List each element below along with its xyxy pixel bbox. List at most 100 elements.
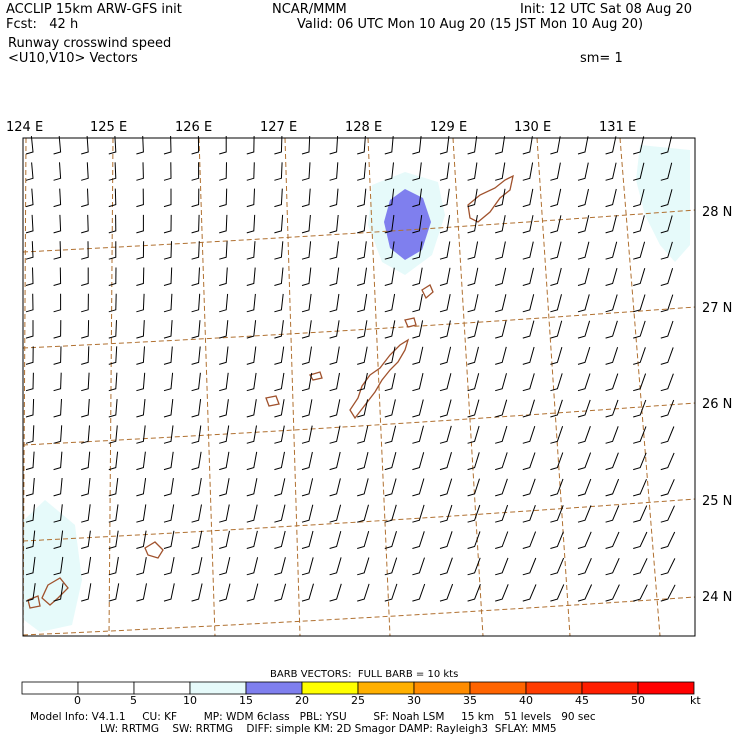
wind-barb [357,504,369,523]
wind-barb [522,267,534,286]
wind-barb [246,267,256,286]
wind-barb [246,372,257,392]
wind-barb [246,557,259,576]
colorbar-tick-label: 35 [463,694,477,707]
wind-barb [274,451,285,471]
wind-barb [577,188,589,208]
wind-barb [191,478,202,497]
wind-barb [467,162,478,181]
wind-barb [412,425,424,444]
wind-barb [412,531,425,549]
wind-barb [384,346,396,365]
wind-barb [660,505,675,523]
wind-barb [577,294,590,313]
wind-barb [605,531,620,549]
ishigaki-coast [41,577,69,606]
wind-barb [301,214,311,234]
wind-barb [163,162,172,181]
wind-barb [633,505,648,523]
wind-barb [467,531,481,549]
wind-barb [274,504,286,523]
wind-barb [357,557,370,576]
wind-barb [136,530,147,549]
wind-barb [577,426,591,444]
wind-barb [577,584,593,602]
lon-label-126: 126 E [175,120,213,135]
wind-barbs [25,135,676,602]
wind-barb [329,135,339,155]
wind-barb [108,372,118,392]
wind-barb [467,504,481,523]
wind-barb [136,162,144,181]
wind-barb [81,504,91,523]
wind-shading [24,145,690,632]
lat-label-27: 27 N [702,301,733,316]
wind-barb [522,584,537,602]
wind-barb [219,162,227,181]
wind-barb [660,347,674,365]
colorbar-bin [133,681,191,695]
wind-barb [660,531,676,549]
wind-barb [163,425,174,444]
wind-barb [439,425,452,444]
wind-barb [439,294,451,313]
wind-barb [384,162,394,181]
lat-label-25: 25 N [702,494,733,509]
wind-barb [219,478,230,497]
shade-strong-center [384,189,431,260]
wind-barb [53,320,62,339]
wind-barb [108,556,119,576]
wind-barb [605,320,618,339]
wind-barb [246,293,256,313]
wind-barb [577,557,592,576]
wind-barb [522,399,535,418]
wind-barb [329,320,340,339]
wind-barb [274,425,285,444]
colorbar-tick-label: 15 [239,694,253,707]
tokunoshima-coast [421,284,434,300]
lat-label-26: 26 N [702,397,733,412]
grid-lat-25 [22,498,696,542]
wind-barb [357,162,367,181]
wind-barb [301,293,312,313]
wind-barb [384,293,396,313]
wind-barb [439,241,451,260]
amami-island-coast [467,174,514,223]
wind-barb [329,214,339,234]
wind-barb [550,320,563,339]
wind-barb [329,372,340,392]
wind-barb [108,214,117,234]
wind-barb [384,531,397,549]
wind-barb [495,557,509,576]
wind-barb [633,136,645,155]
wind-barb [605,188,617,208]
wind-barb [550,136,561,155]
wind-barb [439,504,453,523]
wind-barb [81,372,90,392]
wind-barb [246,478,258,497]
wind-barb [136,214,144,234]
wind-barb [384,320,396,339]
wind-barb [329,504,342,523]
wind-barb [384,241,395,260]
wind-barb [467,452,480,471]
wind-barb [301,162,311,181]
wind-barb [191,372,201,392]
lat-label-24: 24 N [702,590,733,605]
wind-barb [25,530,36,549]
wind-barb [274,162,283,181]
model-info-line2: LW: RRTMG SW: RRTMG DIFF: simple KM: 2D … [100,723,557,735]
wind-barb [191,188,200,208]
wind-barb [357,530,370,549]
wind-barb [357,425,369,444]
wind-barb [467,478,480,497]
wind-barb [136,346,145,365]
wind-barb [301,530,314,549]
wind-barb [274,267,284,286]
wind-barb [25,188,34,208]
wind-barb [467,136,478,155]
wind-barb [53,162,62,181]
wind-barb [550,478,564,497]
wind-barb [522,505,536,523]
wind-barb [495,346,507,365]
